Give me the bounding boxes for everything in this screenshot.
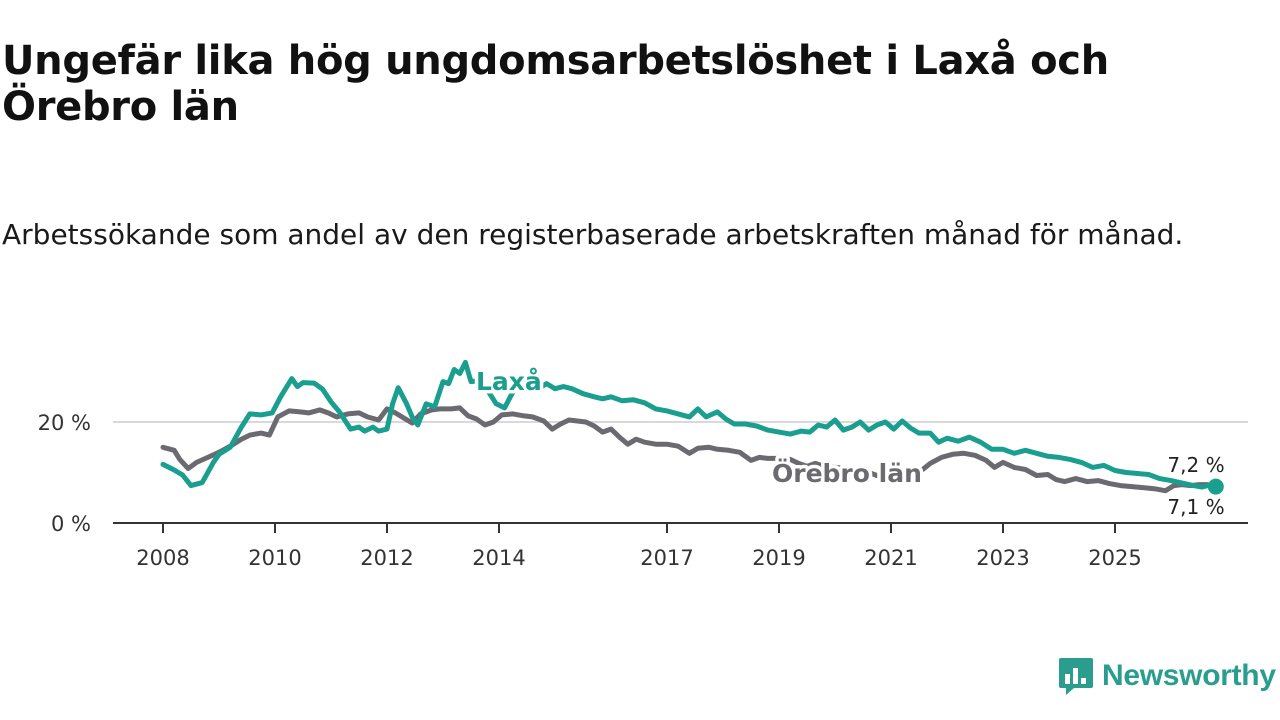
x-tick-label: 2023	[976, 546, 1029, 570]
series-labels: Laxå Örebro län 7,2 % 7,1 %	[473, 364, 1228, 522]
x-tick-label: 2012	[360, 546, 413, 570]
x-tick-label: 2025	[1088, 546, 1141, 570]
chart-subtitle: Arbetssökande som andel av den registerb…	[2, 218, 1184, 251]
x-tick-label: 2010	[248, 546, 301, 570]
series-line-orebro	[160, 405, 1219, 494]
x-tick-label: 2008	[136, 546, 189, 570]
bar-chart-speech-bubble-icon	[1059, 658, 1093, 695]
series-label-orebro: Örebro län	[772, 458, 922, 488]
end-value-label-laxa: 7,2 %	[1167, 453, 1224, 477]
series-end-dot-laxa	[1207, 478, 1224, 495]
series-label-laxa: Laxå	[476, 367, 542, 396]
end-value-label-orebro: 7,1 %	[1167, 495, 1224, 519]
series-line-laxa	[160, 359, 1219, 490]
gridlines: 0 % 20 %	[38, 411, 1248, 536]
x-axis: 2008 2010 2012 2014 2017 2019 2021 2023 2025	[113, 522, 1248, 570]
x-tick-label: 2017	[640, 546, 693, 570]
x-tick-label: 2014	[472, 546, 525, 570]
y-tick-label: 20 %	[38, 411, 91, 435]
series-lines	[160, 359, 1224, 495]
chart-title: Ungefär lika hög ungdomsarbetslöshet i L…	[2, 38, 1109, 130]
newsworthy-logo: Newsworthy	[1058, 654, 1276, 698]
y-tick-label: 0 %	[51, 512, 91, 536]
brand-name: Newsworthy	[1102, 659, 1276, 692]
x-tick-label: 2021	[864, 546, 917, 570]
x-tick-label: 2019	[752, 546, 805, 570]
